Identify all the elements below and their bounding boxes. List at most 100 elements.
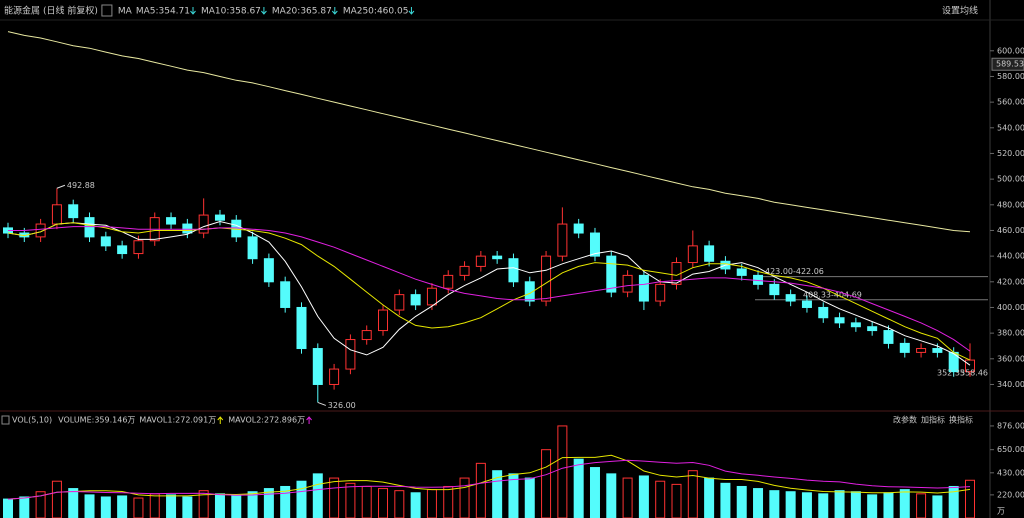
volume-bar — [916, 493, 927, 518]
header-text: MA — [118, 7, 133, 17]
candle-body — [785, 294, 796, 302]
volume-bar — [426, 489, 437, 518]
y-tick-label: 440.00 — [997, 252, 1024, 261]
volume-bar — [394, 490, 405, 518]
candle-body — [834, 317, 845, 324]
annotation: 326.00 — [328, 401, 356, 410]
candle-body — [932, 348, 943, 353]
candle-body — [410, 294, 421, 306]
toolbar-button[interactable]: 改参数 — [893, 415, 917, 425]
volume-bar — [622, 477, 633, 518]
y-tick-label: 400.00 — [997, 303, 1024, 312]
header-text: (日线 前复权) — [43, 5, 98, 17]
annotation: 358.46 — [960, 369, 988, 378]
y-tick-label: 580.00 — [997, 72, 1024, 81]
volume-bar — [801, 492, 812, 518]
volume-bar — [573, 458, 584, 518]
candle-body — [133, 240, 144, 255]
ma-line — [8, 226, 971, 352]
annotation-pointer — [317, 401, 326, 406]
volume-bar — [345, 482, 356, 518]
volume-bar — [818, 493, 829, 518]
mavol-line — [7, 459, 971, 500]
y-tick-label: 650.00 — [997, 445, 1024, 454]
volume-bar — [965, 479, 975, 518]
volume-bar — [263, 488, 274, 518]
volume-bar — [443, 485, 454, 518]
candle-body — [100, 236, 111, 247]
volume-toggle-icon — [1, 415, 10, 425]
candle-body — [35, 223, 46, 238]
y-tick-label: 876.00 — [997, 421, 1024, 430]
volume-bar — [214, 493, 225, 518]
candle-body — [655, 283, 666, 302]
y-tick-label: 560.00 — [997, 98, 1024, 107]
volume-bar — [557, 425, 568, 518]
candle-body — [182, 223, 193, 234]
y-tick-label: 220.00 — [997, 490, 1024, 499]
volume-header-text: MAVOL1:272.091万 — [139, 416, 216, 425]
volume-bar — [753, 488, 764, 518]
volume-bar — [68, 488, 79, 518]
annotation: 492.88 — [67, 181, 95, 190]
volume-bar — [51, 480, 62, 518]
candle-body — [117, 245, 128, 255]
candle-body — [247, 236, 258, 260]
volume-bar — [899, 489, 910, 518]
volume-bar — [834, 490, 845, 518]
candle-body — [214, 214, 225, 221]
volume-bar — [704, 477, 715, 518]
settings-button[interactable]: 设置均线 — [942, 5, 978, 17]
candle-body — [361, 330, 372, 341]
candle-body — [687, 245, 698, 264]
candle-body — [638, 274, 649, 302]
y-tick-label: 420.00 — [997, 277, 1024, 286]
header-text: 能源金属 — [4, 5, 40, 17]
volume-bar — [410, 492, 421, 518]
volume-bar — [655, 480, 666, 518]
candle-body — [394, 294, 405, 311]
candle-body — [443, 274, 454, 289]
candle-body — [508, 258, 519, 283]
volume-bar — [149, 493, 160, 518]
volume-bar — [850, 491, 861, 518]
candle-body — [704, 245, 715, 262]
y-tick-label: 430.00 — [997, 468, 1024, 477]
volume-bar — [84, 494, 95, 518]
candle-body — [573, 223, 584, 234]
header-text: MA5:354.71 — [136, 7, 190, 17]
y-tick-label: 360.00 — [997, 354, 1024, 363]
candle-body — [263, 258, 274, 283]
cursor-price-box — [991, 57, 1024, 71]
volume-bar — [3, 498, 13, 518]
volume-bar — [638, 475, 649, 518]
candle-body — [769, 283, 780, 296]
candle-body — [459, 265, 470, 276]
y-tick-label: 480.00 — [997, 200, 1024, 209]
volume-bar — [883, 492, 894, 518]
candle-body — [51, 204, 62, 225]
candle-body — [198, 214, 209, 234]
volume-bar — [182, 496, 193, 518]
cursor-price: 589.53 — [996, 60, 1024, 69]
volume-bar — [671, 483, 682, 518]
volume-bar — [687, 470, 698, 518]
toolbar-button[interactable]: 换指标 — [949, 415, 973, 425]
ma-arrow-icon — [261, 7, 267, 15]
volume-bar — [524, 477, 535, 518]
y-tick-label: 340.00 — [997, 380, 1024, 389]
volume-bar — [948, 485, 959, 518]
candle-body — [867, 326, 878, 332]
candle-body — [801, 300, 812, 308]
header-text: MA250:460.05 — [343, 7, 409, 17]
candle-body — [329, 368, 340, 385]
volume-header-text: VOL(5,10) — [12, 416, 52, 425]
candle-body — [916, 348, 927, 353]
volume-bar — [475, 462, 486, 518]
ma-line — [7, 220, 971, 366]
volume-bar — [280, 485, 291, 518]
y-tick-label: 500.00 — [997, 175, 1024, 184]
toolbar-button[interactable]: 加指标 — [921, 415, 945, 425]
y-tick-label: 600.00 — [997, 46, 1024, 55]
volume-bar — [100, 496, 111, 518]
